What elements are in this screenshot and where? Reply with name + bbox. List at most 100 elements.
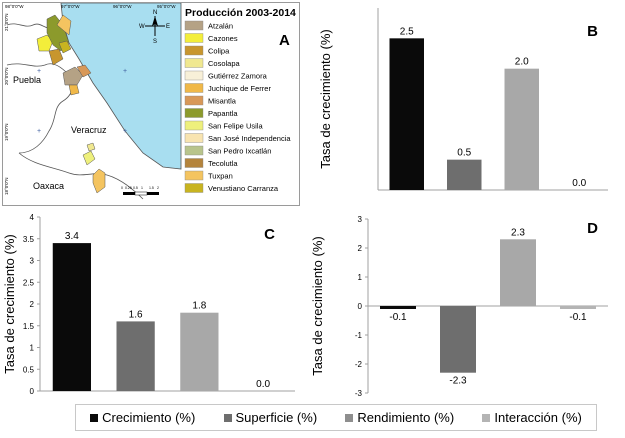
state-label-veracruz: Veracruz bbox=[71, 125, 107, 135]
municipality-shape bbox=[62, 66, 84, 86]
y-axis-label: Tasa de crecimiento (%) bbox=[310, 236, 325, 375]
svg-text:2: 2 bbox=[157, 186, 159, 190]
svg-text:+: + bbox=[37, 128, 41, 135]
y-tick-label: 3 bbox=[30, 257, 35, 266]
data-label: 3.4 bbox=[65, 231, 79, 242]
y-tick-label: -1 bbox=[355, 331, 363, 340]
y-axis-label: Tasa de crecimiento (%) bbox=[318, 29, 333, 168]
map-legend-swatch bbox=[184, 95, 204, 106]
legend-item-superficie: Superficie (%) bbox=[223, 410, 318, 425]
y-tick-label: 1 bbox=[30, 344, 35, 353]
legend-item-interaccion: Interacción (%) bbox=[482, 410, 582, 425]
state-label-puebla: Puebla bbox=[13, 75, 41, 85]
map-legend: Atzalán Cazones Colipa Cosolapa Gutiérrez Za… bbox=[184, 20, 291, 193]
map-legend-swatch bbox=[184, 20, 204, 31]
data-label: -0.1 bbox=[569, 312, 587, 323]
svg-text:1.5: 1.5 bbox=[149, 186, 154, 190]
legend-swatch bbox=[223, 413, 232, 422]
data-label: 0.0 bbox=[572, 178, 586, 189]
svg-text:0.25: 0.25 bbox=[125, 186, 132, 190]
state-label-oaxaca: Oaxaca bbox=[33, 181, 64, 191]
municipality-shape bbox=[56, 14, 72, 36]
map-legend-label: Juchique de Ferrer bbox=[208, 84, 271, 93]
legend-label: Crecimiento (%) bbox=[102, 410, 196, 425]
y-tick-label: 1 bbox=[358, 273, 363, 282]
legend-swatch bbox=[482, 413, 491, 422]
bar bbox=[116, 321, 155, 391]
legend-swatch bbox=[345, 413, 354, 422]
map-legend-label: San Pedro Ixcatlán bbox=[208, 147, 271, 156]
data-label: -2.3 bbox=[449, 376, 467, 387]
map-svg: + + + + 98°0'0"W 97°0'0"W 96°0'0"W 95°0'0"W… bbox=[3, 3, 299, 205]
longitude-label: 96°0'0"W bbox=[113, 4, 132, 9]
scale-bar: 0 0.25 0.5 1 1.5 2 bbox=[121, 186, 159, 196]
map-legend-swatch bbox=[184, 70, 204, 81]
panel-label: B bbox=[587, 23, 598, 40]
svg-text:+: + bbox=[123, 68, 127, 75]
map-legend-title: Producción 2003-2014 bbox=[185, 7, 296, 19]
svg-text:0.5: 0.5 bbox=[133, 186, 138, 190]
y-tick-label: 2 bbox=[30, 300, 35, 309]
bar bbox=[380, 306, 416, 309]
map-legend-swatch bbox=[184, 108, 204, 118]
chart-d: -3 -2 -1 0 1 2 3 Tasa de crecimiento (%) D -0.1 -2… bbox=[308, 207, 625, 398]
chart-legend: Crecimiento (%) Superficie (%) Rendimien… bbox=[75, 404, 597, 431]
data-label: 0.5 bbox=[457, 148, 471, 159]
svg-text:0: 0 bbox=[121, 186, 123, 190]
svg-text:1: 1 bbox=[141, 186, 143, 190]
panel-label-a: A bbox=[279, 32, 290, 49]
map-legend-swatch bbox=[184, 45, 204, 56]
map-legend-swatch bbox=[184, 33, 204, 43]
latitude-label: 18°0'0"N bbox=[4, 177, 9, 195]
municipality-shape bbox=[58, 40, 72, 54]
y-tick-label: 1.5 bbox=[23, 322, 35, 331]
legend-item-crecimiento: Crecimiento (%) bbox=[90, 410, 195, 425]
state-boundary bbox=[18, 152, 144, 200]
municipality-shape bbox=[82, 150, 96, 166]
map-legend-label: Tecolutla bbox=[208, 159, 238, 168]
map-legend-swatch bbox=[184, 120, 204, 131]
municipality-shape bbox=[92, 168, 106, 194]
data-label: 0.0 bbox=[256, 379, 270, 390]
svg-text:W: W bbox=[139, 24, 145, 30]
compass-icon: N S E W bbox=[139, 10, 170, 45]
map-legend-swatch bbox=[184, 145, 204, 156]
y-tick-label: 0 bbox=[30, 387, 35, 396]
chart-c: 0 0.5 1 1.5 2 2.5 3 3.5 4 Tasa de crecimiento (%)… bbox=[0, 207, 305, 398]
municipality-shape bbox=[76, 64, 92, 78]
map-legend-label: Tuxpan bbox=[208, 172, 233, 181]
map-legend-swatch bbox=[184, 58, 204, 68]
legend-swatch bbox=[90, 413, 99, 422]
y-axis-label: Tasa de crecimiento (%) bbox=[2, 234, 17, 373]
data-label: 1.6 bbox=[129, 309, 143, 320]
map-panel: + + + + 98°0'0"W 97°0'0"W 96°0'0"W 95°0'0"W… bbox=[2, 2, 300, 206]
municipality-shape bbox=[36, 34, 54, 52]
legend-label: Superficie (%) bbox=[235, 410, 318, 425]
data-label: 2.5 bbox=[400, 26, 414, 37]
bar bbox=[440, 306, 476, 373]
map-legend-swatch bbox=[184, 133, 204, 143]
bar bbox=[389, 38, 424, 191]
map-legend-swatch bbox=[184, 170, 204, 181]
panel-label: D bbox=[587, 220, 598, 237]
y-tick-label: 4 bbox=[30, 213, 35, 222]
map-legend-label: San Felipe Usila bbox=[208, 122, 263, 131]
map-legend-label: Atzalán bbox=[208, 22, 233, 31]
legend-label: Rendimiento (%) bbox=[357, 410, 455, 425]
map-legend-label: Papantla bbox=[208, 109, 238, 118]
map-legend-swatch bbox=[184, 158, 204, 168]
bar bbox=[52, 243, 91, 391]
panel-label: C bbox=[264, 226, 275, 243]
data-label: 1.8 bbox=[192, 301, 206, 312]
y-tick-label: -3 bbox=[355, 389, 363, 398]
bar bbox=[560, 306, 596, 309]
data-label: 2.0 bbox=[515, 57, 529, 68]
svg-text:S: S bbox=[153, 39, 157, 45]
svg-text:+: + bbox=[123, 128, 127, 135]
municipality-shape bbox=[86, 142, 96, 152]
map-legend-label: Colipa bbox=[208, 47, 230, 56]
data-label: 2.3 bbox=[511, 227, 525, 238]
map-legend-swatch bbox=[184, 183, 204, 193]
svg-text:N: N bbox=[153, 10, 157, 16]
legend-item-rendimiento: Rendimiento (%) bbox=[345, 410, 454, 425]
